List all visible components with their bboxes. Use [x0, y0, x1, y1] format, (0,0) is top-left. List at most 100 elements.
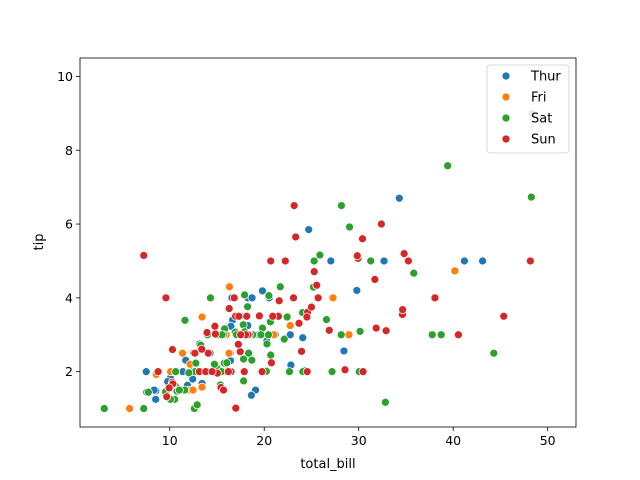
point-sun-42	[302, 367, 312, 377]
point-fri-13	[197, 312, 207, 322]
point-sun-33	[255, 311, 264, 321]
point-fri-6	[328, 293, 338, 303]
point-thur-1	[285, 330, 295, 340]
point-sun-69	[219, 385, 228, 395]
point-sun-21	[162, 392, 172, 402]
point-sun-39	[203, 348, 213, 358]
point-thur-6	[379, 256, 389, 266]
point-sat-78	[526, 192, 536, 202]
point-sun-57	[161, 293, 171, 303]
point-sun-62	[289, 201, 299, 210]
point-sat-22	[99, 404, 109, 413]
point-sat-6	[239, 354, 248, 364]
point-sun-53	[236, 330, 246, 340]
point-sun-54	[302, 312, 312, 322]
point-sun-37	[234, 311, 244, 321]
point-sat-25	[184, 368, 194, 378]
point-sun-64	[266, 256, 276, 266]
point-thur-39	[326, 256, 336, 266]
point-sat-72	[337, 201, 346, 210]
point-thur-52	[478, 256, 487, 266]
point-sat-66	[381, 397, 390, 407]
point-sat-37	[243, 302, 252, 312]
y-tick-label-10: 10	[57, 69, 73, 84]
point-sat-54	[144, 387, 153, 397]
y-axis-label: tip	[32, 234, 47, 251]
point-sat-58	[279, 334, 289, 344]
legend-marker-thur	[501, 71, 511, 81]
point-thur-21	[352, 286, 362, 295]
point-sat-38	[206, 293, 215, 303]
point-fri-16	[197, 382, 207, 392]
point-sun-56	[370, 275, 380, 284]
points-layer	[99, 72, 560, 413]
point-sun-9	[210, 321, 220, 331]
point-sun-75	[207, 367, 217, 377]
point-sun-31	[164, 383, 174, 393]
point-sun-70	[139, 251, 149, 260]
point-thur-47	[339, 346, 349, 356]
y-tick-label-4: 4	[65, 290, 73, 305]
point-thur-55	[247, 293, 257, 303]
plot-frame	[79, 57, 577, 428]
point-fri-2	[125, 404, 134, 413]
x-axis-ticks: 10 20 30 40 50	[162, 427, 556, 448]
point-sat-69	[327, 367, 337, 377]
legend-label-fri: Fri	[531, 91, 547, 106]
point-sat-56	[264, 330, 273, 340]
point-thur-15	[298, 333, 308, 343]
point-sun-25	[377, 219, 386, 229]
point-sat-4	[443, 161, 453, 171]
point-sat-21	[222, 358, 232, 368]
point-sat-14	[266, 350, 276, 360]
point-sat-20	[366, 256, 376, 266]
point-sun-43	[257, 367, 267, 377]
point-sat-32	[489, 348, 499, 358]
x-tick-label-40: 40	[445, 433, 461, 448]
point-sun-11	[404, 256, 413, 266]
point-sun-51	[224, 367, 233, 377]
point-thur-31	[151, 394, 161, 404]
point-sun-7	[324, 325, 334, 335]
point-sun-46	[307, 302, 316, 312]
point-fri-4	[285, 321, 295, 330]
point-sun-66	[358, 367, 368, 377]
y-tick-label-6: 6	[65, 217, 73, 232]
point-thur-46	[258, 286, 267, 296]
legend-label-sat: Sat	[531, 112, 552, 127]
point-sun-30	[399, 249, 409, 258]
point-sun-73	[381, 326, 391, 336]
point-sat-29	[210, 359, 219, 369]
point-sun-44	[352, 251, 362, 261]
point-sun-71	[371, 323, 381, 333]
point-sat-79	[427, 330, 437, 340]
point-sun-17	[224, 304, 234, 313]
point-sat-9	[275, 282, 285, 292]
point-sun-55	[267, 358, 276, 368]
point-sun-72	[229, 293, 239, 303]
point-sun-45	[525, 256, 535, 266]
point-thur-11	[304, 225, 314, 234]
point-fri-5	[450, 266, 460, 276]
point-sun-35	[297, 346, 306, 356]
point-sun-29	[168, 345, 177, 354]
point-sun-3	[294, 318, 304, 328]
point-sat-40	[139, 404, 149, 413]
point-sat-1	[240, 290, 249, 300]
point-sun-65	[268, 311, 278, 321]
point-sun-20	[202, 328, 212, 337]
point-fri-10	[178, 348, 187, 358]
point-thur-37	[394, 193, 404, 203]
y-tick-label-2: 2	[65, 364, 73, 379]
point-thur-38	[460, 256, 469, 266]
point-sun-74	[239, 367, 249, 377]
point-sat-12	[244, 348, 254, 358]
point-sun-60	[291, 232, 301, 242]
point-sun-19	[235, 347, 245, 357]
point-sun-32	[312, 280, 322, 290]
legend-label-sun: Sun	[531, 133, 556, 148]
point-sat-42	[171, 367, 181, 377]
point-fri-17	[224, 348, 234, 358]
point-sun-68	[289, 293, 298, 303]
